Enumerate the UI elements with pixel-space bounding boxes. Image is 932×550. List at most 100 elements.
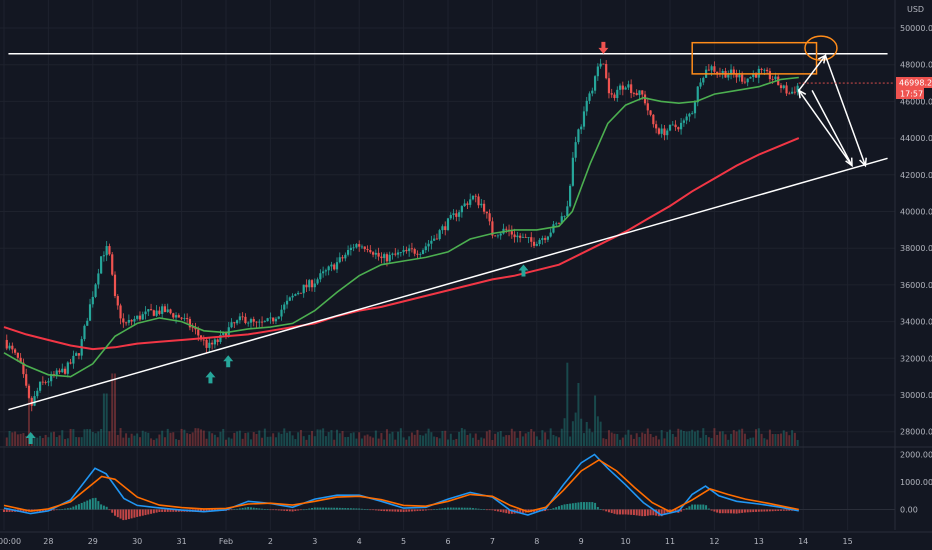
volume-bar	[702, 428, 705, 446]
candle-body	[149, 309, 153, 311]
volume-bar	[147, 432, 150, 446]
volume-bar	[44, 434, 47, 446]
x-tick-label: 30	[132, 537, 142, 546]
candle-body	[413, 249, 416, 254]
candle-body	[499, 233, 502, 236]
candle-body	[760, 68, 763, 70]
candle-body	[405, 249, 408, 252]
candle-body	[510, 231, 513, 235]
candle-body	[258, 321, 261, 323]
candle-body	[791, 91, 794, 94]
candle-body	[163, 306, 167, 312]
candle-body	[55, 370, 58, 375]
candle-body	[16, 352, 19, 358]
volume-bar	[111, 373, 114, 446]
candle-body	[396, 252, 400, 255]
macd-histogram-bar	[505, 509, 508, 514]
candle-body	[230, 322, 233, 328]
volume-bar	[397, 431, 400, 446]
macd-histogram-bar	[94, 497, 97, 510]
candle-body	[180, 317, 183, 319]
volume-bar	[549, 428, 552, 446]
candle-body	[327, 266, 330, 271]
candle-body	[166, 309, 169, 312]
volume-bar	[749, 437, 752, 446]
macd-histogram-bar	[108, 509, 111, 511]
macd-histogram-bar	[716, 509, 719, 513]
volume-bar	[200, 429, 203, 446]
candle-body	[574, 142, 577, 158]
macd-histogram-bar	[466, 507, 469, 510]
x-tick-label: 14	[798, 537, 808, 546]
macd-histogram-bar	[463, 507, 466, 510]
macd-histogram-bar	[61, 509, 64, 510]
volume-bars	[5, 362, 799, 446]
projection-arrow-down-inner	[797, 88, 807, 99]
volume-bar	[388, 433, 391, 446]
volume-bar	[336, 429, 338, 446]
macd-histogram-bar	[624, 509, 627, 515]
volume-bar	[238, 430, 241, 446]
volume-bar	[596, 416, 599, 446]
macd-histogram-bar	[333, 507, 336, 510]
candle-body	[680, 122, 683, 130]
macd-histogram-bar	[485, 509, 488, 511]
macd-histogram-bar	[760, 509, 763, 512]
candle-body	[194, 328, 197, 330]
volume-bar	[721, 431, 724, 446]
y-tick-label: 36000.00	[900, 281, 932, 290]
volume-bar	[410, 432, 413, 446]
macd-histogram-bar	[349, 508, 352, 510]
macd-histogram-bar	[125, 509, 128, 520]
candle-body	[36, 390, 39, 397]
volume-bar	[399, 428, 402, 446]
macd-histogram-bar	[202, 509, 205, 512]
macd-histogram-bar	[477, 508, 480, 510]
macd-histogram-bar	[499, 509, 502, 512]
macd-histogram-bar	[111, 509, 114, 513]
volume-bar	[33, 436, 36, 446]
candle-body	[616, 89, 619, 99]
volume-bar	[735, 431, 738, 446]
volume-bar	[380, 433, 383, 446]
candle-body	[394, 253, 397, 255]
candle-body	[427, 243, 430, 247]
volume-bar	[255, 433, 258, 446]
macd-histogram-bar	[710, 509, 713, 511]
volume-bar	[508, 435, 511, 446]
volume-bar	[194, 428, 197, 446]
candle-body	[236, 320, 239, 324]
candle-body	[308, 280, 311, 288]
macd-histogram-bar	[322, 507, 325, 510]
candle-body	[133, 318, 136, 322]
candle-body	[113, 274, 117, 297]
volume-bar	[594, 395, 597, 446]
volume-bar	[646, 428, 649, 446]
candle-body	[710, 66, 713, 71]
volume-bar	[283, 428, 286, 446]
projection-arrow-down-2	[845, 157, 853, 168]
macd-histogram-bar	[327, 507, 330, 510]
y-tick-label: 40000.00	[900, 208, 932, 217]
candle-body	[738, 74, 741, 78]
candle-body	[516, 235, 519, 238]
volume-bar	[705, 434, 708, 446]
macd-histogram-bar	[430, 509, 433, 511]
candle-body	[674, 124, 677, 128]
macd-histogram-bar	[552, 508, 555, 510]
macd-histogram-bar	[630, 509, 633, 515]
candle-body	[125, 322, 128, 324]
volume-bar	[727, 439, 730, 446]
macd-histogram-bar	[258, 508, 261, 510]
macd-histogram-bar	[249, 507, 252, 510]
candle-body	[27, 385, 31, 398]
macd-histogram-bar	[582, 502, 585, 510]
candle-body	[474, 195, 477, 197]
candle-body	[266, 318, 269, 322]
macd-histogram-bar	[474, 508, 477, 510]
volume-bar	[352, 432, 355, 446]
volume-bar	[466, 434, 469, 446]
candle-body	[316, 279, 319, 284]
candle-body	[593, 76, 597, 91]
